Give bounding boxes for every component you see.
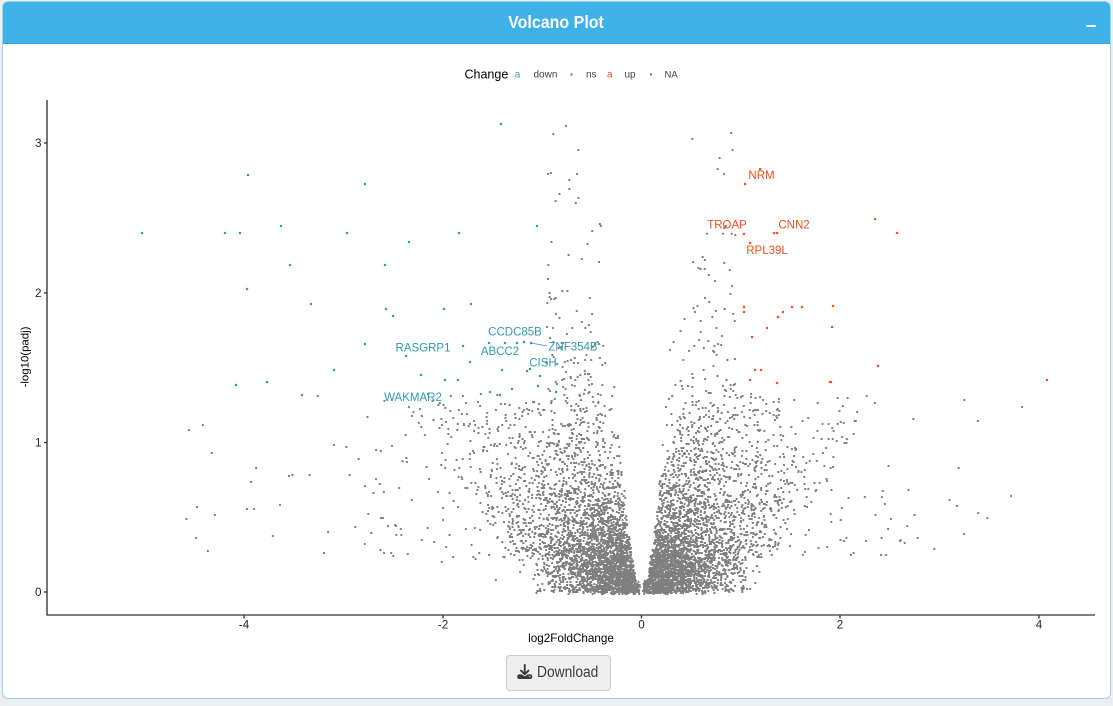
svg-text:ABCC2: ABCC2 <box>481 346 519 358</box>
svg-text:Change: Change <box>465 68 509 82</box>
svg-text:3: 3 <box>35 137 42 150</box>
svg-text:RPL39L: RPL39L <box>746 245 788 257</box>
svg-text:-4: -4 <box>239 619 250 632</box>
svg-text:0: 0 <box>638 619 645 632</box>
svg-text:WAKMAR2: WAKMAR2 <box>384 392 442 404</box>
svg-text:CNN2: CNN2 <box>778 220 809 232</box>
svg-text:CCDC85B: CCDC85B <box>488 327 542 339</box>
svg-text:ZNF354B: ZNF354B <box>548 342 598 354</box>
svg-text:1: 1 <box>35 437 42 450</box>
svg-text:a: a <box>515 70 521 81</box>
svg-text:up: up <box>625 70 637 81</box>
svg-text:RASGRP1: RASGRP1 <box>396 343 451 355</box>
svg-text:-log10(padj): -log10(padj) <box>20 326 32 387</box>
svg-text:ns: ns <box>586 70 597 81</box>
svg-text:NRM: NRM <box>748 170 774 182</box>
svg-text:log2FoldChange: log2FoldChange <box>528 632 614 645</box>
svg-text:2: 2 <box>35 287 42 300</box>
svg-text:4: 4 <box>1036 619 1043 632</box>
svg-text:CISH: CISH <box>529 358 556 370</box>
svg-text:2: 2 <box>837 619 844 632</box>
svg-text:a: a <box>607 70 613 81</box>
svg-text:down: down <box>534 70 558 81</box>
svg-text:TROAP: TROAP <box>707 220 747 232</box>
svg-text:0: 0 <box>35 586 42 599</box>
svg-text:-2: -2 <box>438 619 448 632</box>
svg-text:NA: NA <box>665 70 679 81</box>
